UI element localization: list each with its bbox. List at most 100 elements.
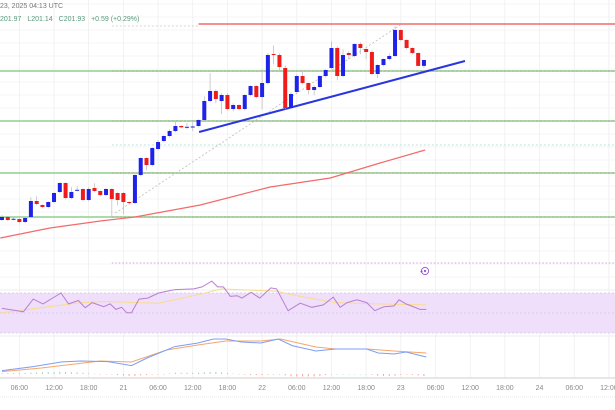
macd-histogram-bar xyxy=(105,374,107,375)
candle-body xyxy=(369,52,374,74)
macd-histogram-bar xyxy=(250,374,252,375)
time-label: 21 xyxy=(119,385,127,392)
candle-body xyxy=(69,192,74,198)
alert-icon[interactable] xyxy=(420,266,430,276)
rsi-ma-line xyxy=(1,288,427,314)
macd-histogram-bar xyxy=(24,372,26,374)
macd-histogram-bar xyxy=(377,374,379,376)
macd-histogram-bar xyxy=(180,372,182,374)
macd-histogram-bar xyxy=(296,374,298,377)
macd-histogram-bar xyxy=(382,374,384,376)
candle-body xyxy=(63,183,68,198)
macd-histogram-bar xyxy=(411,374,413,375)
macd-histogram-bar xyxy=(174,372,176,374)
macd-histogram-bar xyxy=(221,372,223,374)
macd-histogram-bar xyxy=(400,374,402,375)
macd-histogram-bar xyxy=(82,372,84,374)
macd-histogram-bar xyxy=(290,374,292,377)
ohlc-high: 201.97 xyxy=(0,16,22,23)
candle-body xyxy=(219,95,224,101)
macd-histogram-bar xyxy=(169,373,171,375)
moving-average-line xyxy=(0,149,426,239)
macd-histogram-bar xyxy=(41,372,43,374)
time-label: 06:00 xyxy=(149,385,167,392)
macd-histogram-bar xyxy=(122,374,124,376)
time-label: 12:00 xyxy=(323,385,341,392)
macd-signal-line xyxy=(1,338,427,373)
macd-histogram-bar xyxy=(203,372,205,374)
time-label: 06:00 xyxy=(565,385,583,392)
candle-body xyxy=(34,201,39,204)
macd-histogram-bar xyxy=(111,374,113,375)
candle-body xyxy=(202,101,207,120)
macd-histogram-bar xyxy=(134,374,136,376)
macd-histogram-bar xyxy=(140,374,142,376)
candle-body xyxy=(398,30,403,40)
candle-body xyxy=(40,205,45,207)
candle-body xyxy=(317,76,322,87)
candle-body xyxy=(115,193,120,200)
time-label: 12:00 xyxy=(45,385,63,392)
candle-body xyxy=(312,87,317,90)
candle-body xyxy=(150,148,155,165)
candle-body xyxy=(416,53,421,66)
candle-body xyxy=(173,126,178,131)
macd-histogram-bar xyxy=(209,371,211,374)
candle-body xyxy=(11,218,16,220)
candle-body xyxy=(358,44,363,48)
candle-body xyxy=(98,191,103,195)
time-label: 06:00 xyxy=(11,385,29,392)
macd-histogram-bar xyxy=(186,372,188,374)
ohlc-low: L201.14 xyxy=(27,16,53,23)
candle-body xyxy=(393,30,398,56)
time-label: 24 xyxy=(536,385,544,392)
rsi-line xyxy=(1,280,427,314)
candle-body xyxy=(92,188,97,191)
macd-histogram-bar xyxy=(93,373,95,375)
time-axis[interactable]: 06:00 12:00 18:00 21 06:00 12:00 18:00 22 06:00 1… xyxy=(0,377,615,398)
time-label: 06:00 xyxy=(427,385,445,392)
macd-histogram-bar xyxy=(417,374,419,376)
macd-histogram-bar xyxy=(244,374,246,375)
candle-body xyxy=(306,83,311,90)
candle-body xyxy=(283,68,288,108)
candle-body xyxy=(127,202,132,203)
candle-body xyxy=(190,126,195,128)
candle-body xyxy=(109,189,114,199)
header-datetime: 23, 2025 04:13 UTC xyxy=(0,3,64,10)
candle-body xyxy=(294,76,299,92)
macd-histogram-bar xyxy=(359,374,361,375)
candle-body xyxy=(364,49,369,52)
macd-histogram-bar xyxy=(423,374,425,377)
candle-body xyxy=(208,91,213,101)
candle-body xyxy=(184,126,189,128)
macd-histogram-bar xyxy=(313,374,315,377)
macd-histogram-bar xyxy=(406,374,408,375)
candle-body xyxy=(329,48,334,68)
macd-histogram-bar xyxy=(59,371,61,374)
candle-body xyxy=(346,53,351,55)
macd-histogram-bar xyxy=(128,374,130,376)
macd-histogram-bar xyxy=(163,374,165,375)
macd-histogram-bar xyxy=(342,374,344,375)
macd-histogram-bar xyxy=(330,374,332,375)
macd-histogram-bar xyxy=(302,374,304,377)
candle-body xyxy=(421,60,426,66)
macd-line xyxy=(1,338,427,372)
candle-body xyxy=(156,142,161,149)
macd-histogram-bar xyxy=(151,374,153,375)
overlays xyxy=(0,23,615,264)
macd-histogram-bar xyxy=(117,374,119,376)
candle-body xyxy=(277,55,282,67)
macd-histogram-bar xyxy=(65,371,67,374)
candle-body xyxy=(381,59,386,65)
candle-body xyxy=(132,175,137,203)
candle-body xyxy=(341,55,346,76)
candle-body xyxy=(410,48,415,53)
candle-body xyxy=(248,86,253,95)
candle-body xyxy=(28,201,33,217)
candle-body xyxy=(404,40,409,48)
candle-body xyxy=(225,95,230,109)
macd-histogram-bar xyxy=(30,372,32,374)
